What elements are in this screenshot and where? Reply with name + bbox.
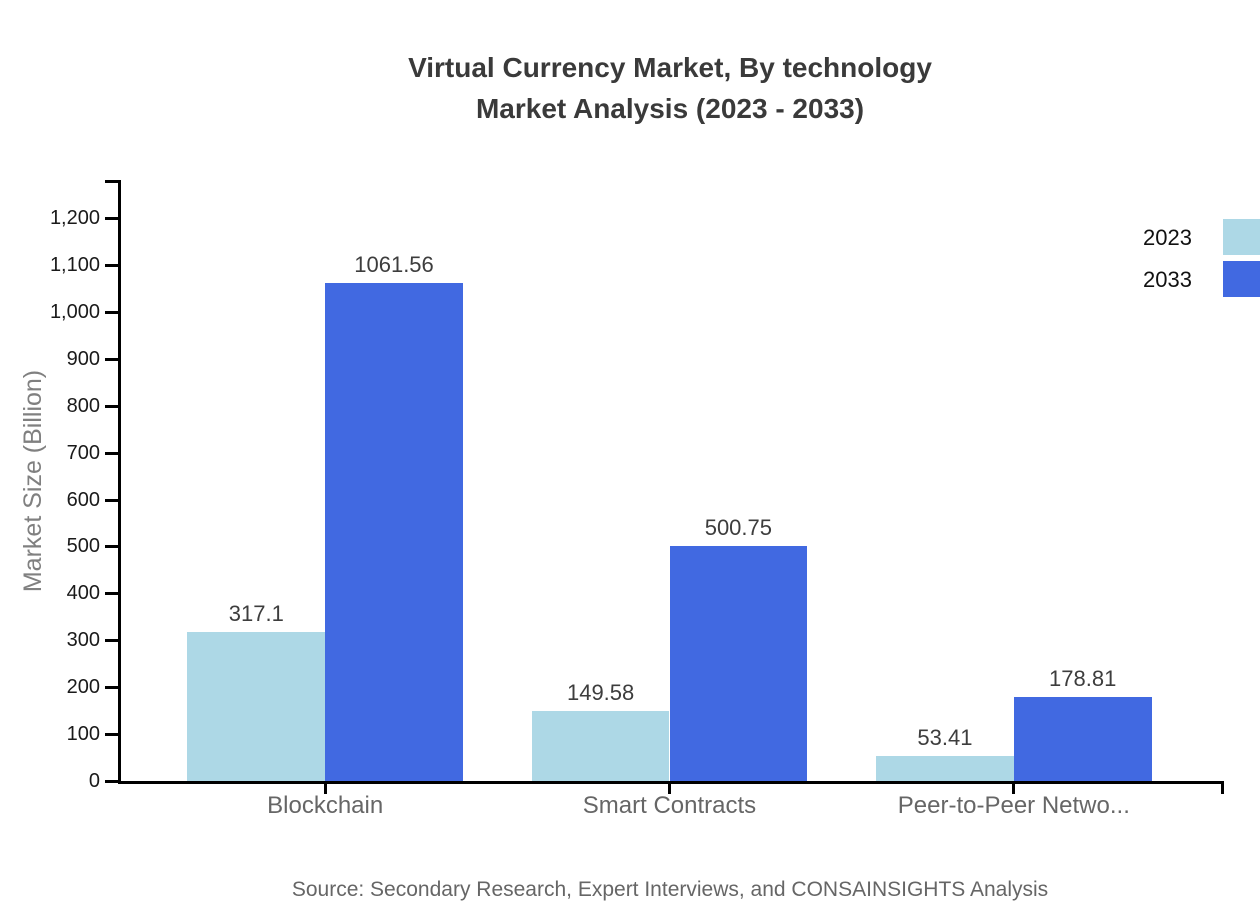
y-tick-mark xyxy=(105,217,118,220)
y-tick-label: 800 xyxy=(66,394,100,417)
chart-title-line-1: Virtual Currency Market, By technology xyxy=(408,52,932,83)
source-attribution: Source: Secondary Research, Expert Inter… xyxy=(291,878,1049,901)
x-category-label: Peer-to-Peer Netwo... xyxy=(897,792,1130,819)
legend-swatch-2033 xyxy=(1223,261,1260,297)
x-tick-mark xyxy=(668,784,671,794)
y-tick-label: 900 xyxy=(66,347,100,370)
x-axis-line xyxy=(118,781,1224,784)
bar-value-label: 500.75 xyxy=(704,515,772,541)
y-tick-label: 300 xyxy=(66,629,100,652)
bar-2033-1 xyxy=(325,282,463,781)
y-tick-label: 100 xyxy=(66,723,100,746)
y-tick-label: 700 xyxy=(66,441,100,464)
chart-title-line-2: Market Analysis (2023 - 2033) xyxy=(475,93,865,124)
y-tick-mark xyxy=(105,780,118,783)
bar-value-label: 149.58 xyxy=(566,679,635,705)
x-category-label: Smart Contracts xyxy=(582,792,757,819)
y-tick-mark xyxy=(105,404,118,408)
bar-value-label: 317.1 xyxy=(228,601,284,627)
x-axis-end-cap xyxy=(1221,781,1224,794)
chart-title: Virtual Currency Market, By technology M… xyxy=(80,47,1260,129)
bar-2023-1 xyxy=(187,632,326,781)
y-tick-label: 1,200 xyxy=(49,207,100,229)
y-tick-mark xyxy=(105,451,118,455)
y-tick-label: 1,000 xyxy=(49,300,100,323)
bar-2023-2 xyxy=(531,710,670,781)
legend-label-2023: 2023 xyxy=(1143,225,1192,250)
y-axis-title: Market Size (Billion) xyxy=(19,369,47,593)
y-tick-mark xyxy=(105,686,118,690)
y-tick-label: 400 xyxy=(66,582,100,605)
y-tick-mark xyxy=(105,263,118,267)
x-category-label: Blockchain xyxy=(267,792,384,819)
y-tick-mark xyxy=(105,592,118,596)
y-axis-top-cap xyxy=(105,180,121,183)
y-tick-label: 600 xyxy=(66,488,100,511)
bar-2033-3 xyxy=(1013,697,1152,781)
legend-label-2033: 2033 xyxy=(1143,267,1192,292)
bar-value-label: 1061.56 xyxy=(354,251,434,277)
y-tick-mark xyxy=(105,357,118,361)
bar-2023-3 xyxy=(876,755,1014,781)
y-tick-mark xyxy=(105,310,118,314)
y-tick-label: 1,100 xyxy=(49,253,100,276)
legend-swatch-2023 xyxy=(1223,219,1260,255)
y-tick-mark xyxy=(105,733,118,737)
y-axis-line xyxy=(118,180,121,784)
bar-value-label: 178.81 xyxy=(1049,666,1117,692)
bar-2033-2 xyxy=(669,546,808,781)
y-tick-label: 500 xyxy=(66,535,100,558)
y-tick-label: 0 xyxy=(88,770,100,792)
x-tick-mark xyxy=(1012,784,1016,794)
y-tick-mark xyxy=(105,639,118,643)
x-tick-mark xyxy=(323,784,327,794)
bar-value-label: 53.41 xyxy=(917,724,973,750)
y-tick-mark xyxy=(105,498,118,502)
y-tick-label: 200 xyxy=(66,676,100,699)
y-tick-mark xyxy=(105,545,118,549)
